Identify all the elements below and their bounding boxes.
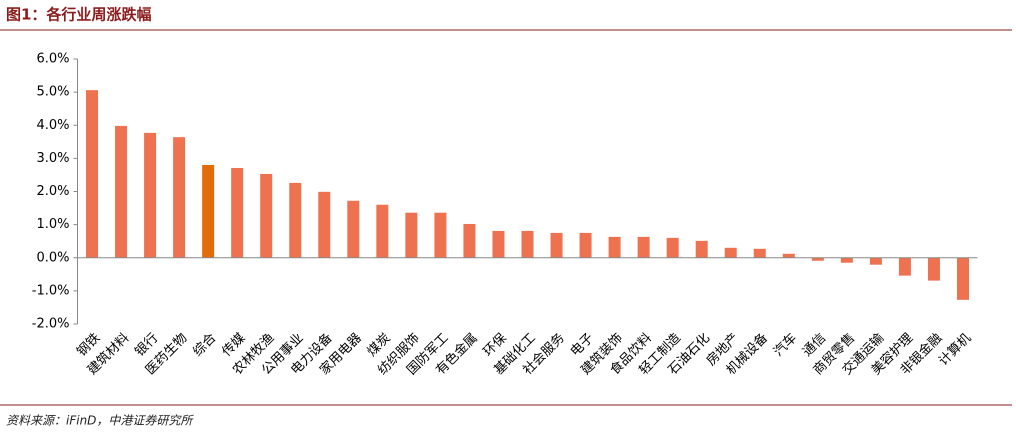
bar xyxy=(115,125,128,258)
x-tick-label: 汽车 xyxy=(770,330,800,360)
y-tick-label: 5.0% xyxy=(36,85,69,100)
y-tick-label: 6.0% xyxy=(36,52,69,67)
bar xyxy=(347,200,360,258)
bar xyxy=(202,165,215,258)
bar xyxy=(666,237,679,258)
bar xyxy=(753,248,766,258)
y-tick-label: -2.0% xyxy=(32,317,70,332)
bar xyxy=(86,90,99,258)
bar xyxy=(898,257,911,276)
bar xyxy=(492,230,505,258)
bar xyxy=(840,257,853,263)
bar xyxy=(289,182,302,258)
bar xyxy=(173,137,186,258)
bar xyxy=(608,236,621,258)
bar xyxy=(869,257,882,265)
bar xyxy=(376,204,389,258)
chart-title: 图1：各行业周涨跌幅 xyxy=(6,6,151,24)
y-tick-label: -1.0% xyxy=(32,283,70,298)
bar xyxy=(521,230,534,258)
bar xyxy=(811,257,824,261)
bar xyxy=(695,240,708,258)
bar xyxy=(434,212,447,258)
bar xyxy=(463,223,476,258)
x-tick-label: 计算机 xyxy=(936,331,974,369)
bar xyxy=(579,232,592,258)
y-tick-label: 3.0% xyxy=(36,151,69,166)
bar xyxy=(782,253,795,258)
bar xyxy=(637,236,650,258)
bar xyxy=(405,212,418,258)
bar xyxy=(231,167,244,258)
bar xyxy=(724,247,737,258)
y-tick-label: 0.0% xyxy=(36,250,69,265)
bar xyxy=(927,257,940,281)
bar xyxy=(318,191,331,258)
bar xyxy=(260,173,273,258)
source-note: 资料来源：iFinD，中港证券研究所 xyxy=(6,414,194,428)
y-tick-label: 1.0% xyxy=(36,217,69,232)
y-tick-label: 4.0% xyxy=(36,118,69,133)
bar xyxy=(144,132,157,258)
x-tick-label: 综合 xyxy=(190,331,219,360)
bar xyxy=(956,257,969,300)
bar xyxy=(550,232,563,258)
y-tick-label: 2.0% xyxy=(36,184,69,199)
